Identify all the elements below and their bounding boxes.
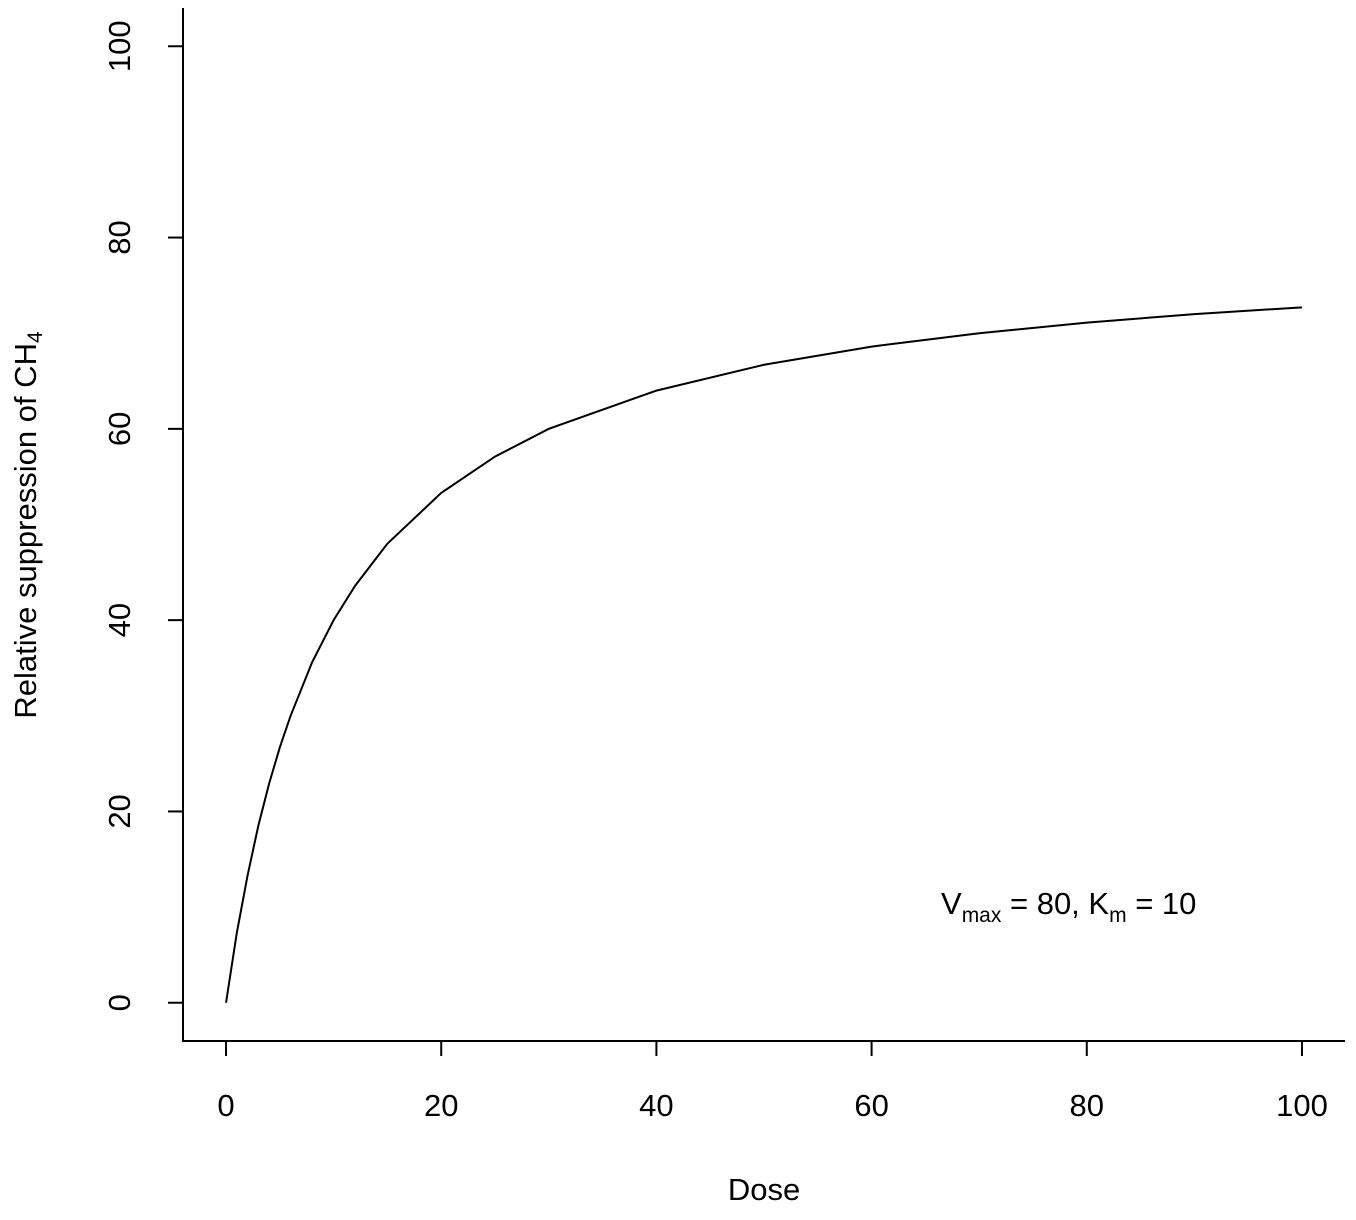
y-axis-label-main: Relative suppression of CH [8, 343, 43, 719]
annotation: Vmax = 80, Km = 10 [941, 886, 1196, 926]
x-tick-label: 100 [1276, 1088, 1328, 1123]
x-tick-label: 40 [639, 1088, 673, 1123]
y-axis-label-sub: 4 [24, 331, 47, 343]
x-axis-label: Dose [728, 1172, 800, 1207]
y-tick-label: 0 [102, 994, 137, 1011]
y-tick-label: 80 [102, 220, 137, 254]
annotation-part: = 80, K [1001, 886, 1109, 921]
annotation-part: = 10 [1127, 886, 1197, 921]
annotation-sub: max [962, 904, 1002, 927]
axis-frame [182, 8, 1345, 1042]
y-axis-label: Relative suppression of CH4 [8, 331, 46, 719]
annotation-part: V [941, 886, 962, 921]
y-tick-label: 100 [102, 20, 137, 72]
y-tick-label: 40 [102, 603, 137, 637]
curve [225, 306, 1303, 1003]
annotation-sub: m [1109, 904, 1127, 927]
x-tick-label: 80 [1070, 1088, 1104, 1123]
x-tick-label: 0 [217, 1088, 234, 1123]
x-tick-label: 20 [424, 1088, 458, 1123]
x-tick-label: 60 [854, 1088, 888, 1123]
y-tick-label: 60 [102, 412, 137, 446]
y-tick-label: 20 [102, 794, 137, 828]
